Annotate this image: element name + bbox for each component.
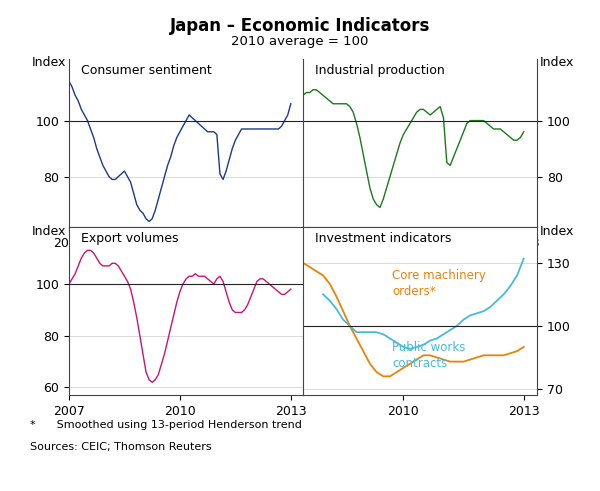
Text: Core machinery
orders*: Core machinery orders* [392, 269, 486, 298]
Text: Consumer sentiment: Consumer sentiment [80, 64, 211, 77]
Text: *      Smoothed using 13-period Henderson trend: * Smoothed using 13-period Henderson tre… [30, 420, 302, 430]
Text: Japan – Economic Indicators: Japan – Economic Indicators [170, 17, 430, 35]
Text: Industrial production: Industrial production [314, 64, 445, 77]
Text: Export volumes: Export volumes [80, 232, 178, 245]
Text: Index: Index [540, 225, 574, 238]
Text: Sources: CEIC; Thomson Reuters: Sources: CEIC; Thomson Reuters [30, 442, 212, 452]
Text: Index: Index [32, 225, 66, 238]
Text: 2010 average = 100: 2010 average = 100 [232, 35, 368, 48]
Text: Index: Index [32, 56, 66, 69]
Text: Public works
contracts: Public works contracts [392, 341, 465, 370]
Text: Index: Index [540, 56, 574, 69]
Text: Investment indicators: Investment indicators [314, 232, 451, 245]
